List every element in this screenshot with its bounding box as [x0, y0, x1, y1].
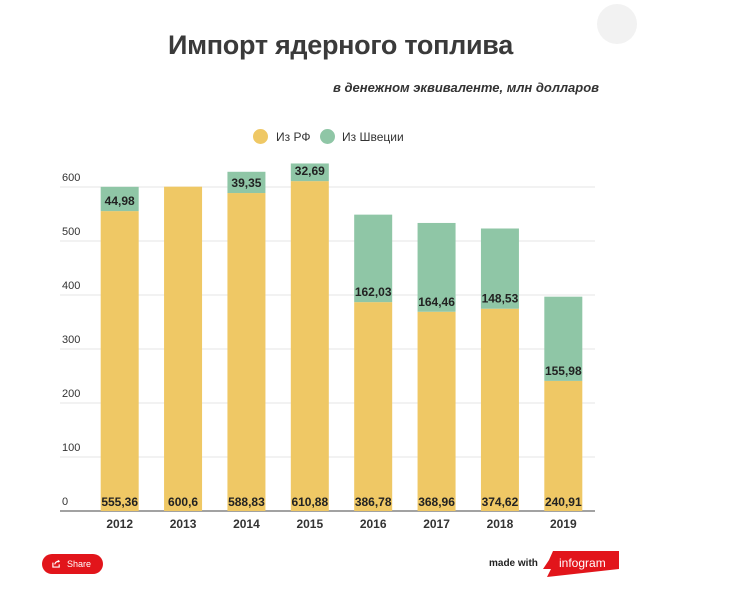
x-tick-label: 2013 [170, 517, 197, 531]
chart-axes: 0 100 200 300 400 500 600 2012 2013 2014 2015 2016 2… [62, 172, 577, 531]
x-tick-label: 2015 [296, 517, 323, 531]
infogram-logo[interactable]: infogram [543, 551, 619, 577]
bar-segment-rf[interactable] [480, 308, 519, 511]
bar-segment-sweden[interactable] [544, 296, 583, 381]
bar-segment-rf[interactable] [290, 181, 329, 511]
infogram-badge-icon [543, 551, 619, 577]
bar-segment-sweden[interactable] [290, 163, 329, 182]
data-label-rf: 610,88 [291, 495, 328, 509]
share-label: Share [67, 559, 92, 569]
data-label-rf: 588,83 [228, 495, 265, 509]
infogram-label: infogram [559, 556, 606, 570]
data-label-sweden: 164,46 [418, 295, 455, 309]
y-tick-label: 0 [62, 496, 68, 508]
x-tick-label: 2012 [106, 517, 133, 531]
chart-subtitle: в денежном эквиваленте, млн долларов [333, 80, 599, 95]
y-tick-label: 100 [62, 442, 80, 454]
y-tick-label: 500 [62, 226, 80, 238]
legend-label-rf: Из РФ [276, 130, 311, 144]
chart-title: Импорт ядерного топлива [168, 30, 513, 60]
data-label-rf: 374,62 [482, 495, 519, 509]
data-label-sweden: 162,03 [355, 285, 392, 299]
legend-label-sweden: Из Швеции [342, 130, 404, 144]
bar-segment-sweden[interactable] [480, 228, 519, 309]
legend-swatch-sweden [320, 129, 335, 144]
data-label-sweden: 44,98 [105, 194, 135, 208]
x-tick-label: 2019 [550, 517, 577, 531]
data-label-sweden: 32,69 [295, 164, 325, 178]
data-label-rf: 386,78 [355, 495, 392, 509]
chart-data-labels: 555,36 44,98 600,6 588,83 39,35 610,88 32,69 38… [101, 164, 582, 509]
data-label-rf: 555,36 [101, 495, 138, 509]
data-label-sweden: 148,53 [482, 292, 519, 306]
bar-segment-sweden[interactable] [417, 222, 456, 312]
data-label-sweden: 155,98 [545, 364, 582, 378]
bar-segment-rf[interactable] [100, 211, 139, 512]
bar-segment-rf[interactable] [354, 302, 393, 511]
x-tick-label: 2016 [360, 517, 387, 531]
data-label-rf: 240,91 [545, 495, 582, 509]
y-tick-label: 600 [62, 172, 80, 184]
bar-segment-sweden[interactable] [354, 214, 393, 303]
data-label-rf: 600,6 [168, 495, 198, 509]
legend-swatch-rf [253, 129, 268, 144]
bar-segment-rf[interactable] [544, 380, 583, 511]
y-tick-label: 200 [62, 388, 80, 400]
bar-segment-rf[interactable] [164, 186, 203, 511]
y-tick-label: 400 [62, 280, 80, 292]
data-label-sweden: 39,35 [231, 176, 261, 190]
x-tick-label: 2014 [233, 517, 260, 531]
bar-segment-rf[interactable] [417, 311, 456, 511]
bar-segment-rf[interactable] [227, 193, 266, 511]
y-tick-label: 300 [62, 334, 80, 346]
fullscreen-button[interactable] [597, 4, 637, 44]
x-tick-label: 2017 [423, 517, 450, 531]
chart-bars [100, 163, 583, 512]
share-button[interactable]: Share [42, 554, 103, 574]
x-tick-label: 2018 [487, 517, 514, 531]
share-icon [52, 559, 61, 568]
data-label-rf: 368,96 [418, 495, 455, 509]
bar-segment-sweden[interactable] [100, 186, 139, 212]
bar-segment-sweden[interactable] [227, 171, 266, 194]
made-with-text: made with [489, 558, 538, 569]
